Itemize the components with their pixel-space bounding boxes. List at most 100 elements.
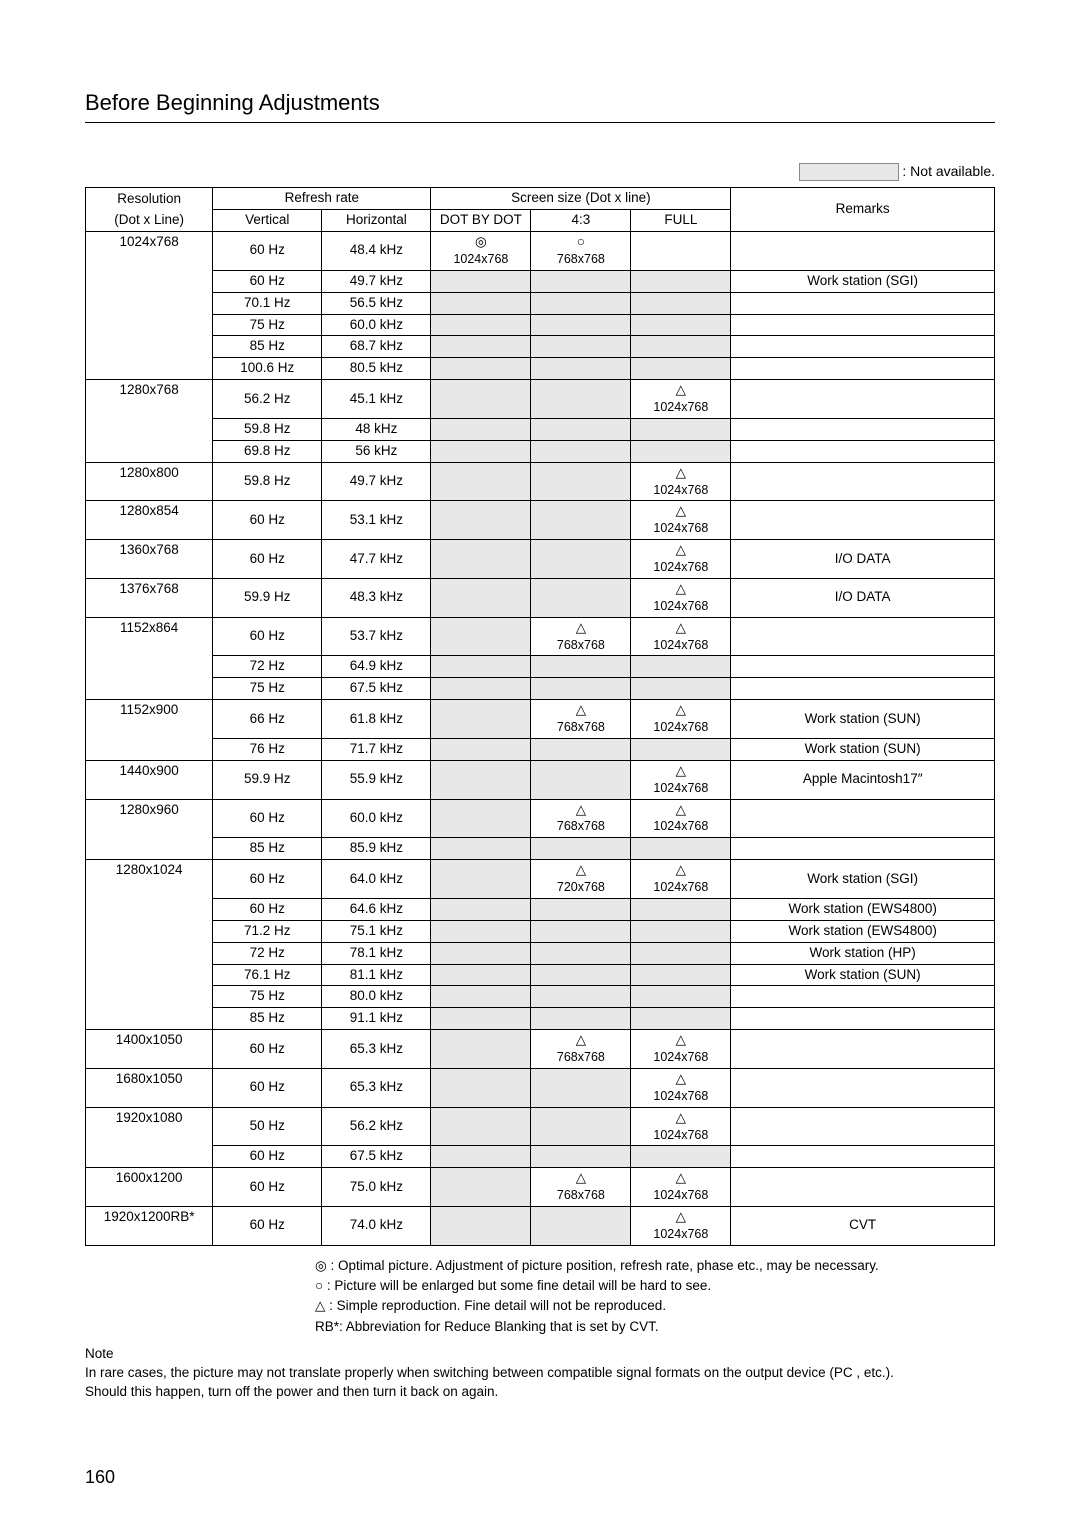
table-row: 70.1 Hz56.5 kHz [86, 292, 995, 314]
cell-resolution: 1376x768 [86, 578, 213, 617]
cell-resolution: 1280x854 [86, 501, 213, 540]
cell-vertical: 69.8 Hz [213, 440, 322, 462]
th-43: 4:3 [531, 210, 631, 232]
table-cell: △1024x768 [631, 1168, 731, 1207]
cell-resolution: 1440x900 [86, 760, 213, 799]
cell-vertical: 60 Hz [213, 1207, 322, 1246]
table-cell [631, 270, 731, 292]
table-cell [631, 418, 731, 440]
table-cell [531, 942, 631, 964]
cell-remarks: CVT [731, 1207, 995, 1246]
table-row: 75 Hz67.5 kHz [86, 678, 995, 700]
table-cell: △768x768 [531, 1168, 631, 1207]
table-cell [531, 501, 631, 540]
table-cell [431, 700, 531, 739]
cell-vertical: 59.9 Hz [213, 760, 322, 799]
table-cell [431, 920, 531, 942]
table-cell [531, 920, 631, 942]
table-cell [431, 898, 531, 920]
th-resolution-l2: (Dot x Line) [86, 210, 213, 232]
table-row: 85 Hz68.7 kHz [86, 336, 995, 358]
cell-horizontal: 65.3 kHz [322, 1068, 431, 1107]
cell-resolution: 1152x864 [86, 617, 213, 700]
cell-horizontal: 48.4 kHz [322, 232, 431, 271]
table-cell [631, 232, 731, 271]
table-cell [531, 1207, 631, 1246]
cell-resolution: 1400x1050 [86, 1030, 213, 1069]
table-cell [531, 380, 631, 419]
cell-remarks: I/O DATA [731, 540, 995, 579]
cell-vertical: 75 Hz [213, 314, 322, 336]
table-cell [531, 440, 631, 462]
table-row: 60 Hz64.6 kHzWork station (EWS4800) [86, 898, 995, 920]
cell-resolution: 1280x800 [86, 462, 213, 501]
cell-remarks [731, 1146, 995, 1168]
table-row: 1440x90059.9 Hz55.9 kHz△1024x768Apple Ma… [86, 760, 995, 799]
table-cell [431, 578, 531, 617]
table-cell: △1024x768 [631, 1107, 731, 1146]
table-row: 76 Hz71.7 kHzWork station (SUN) [86, 738, 995, 760]
table-cell [431, 860, 531, 899]
cell-remarks [731, 986, 995, 1008]
cell-vertical: 59.8 Hz [213, 462, 322, 501]
cell-vertical: 76 Hz [213, 738, 322, 760]
table-row: 1376x76859.9 Hz48.3 kHz△1024x768I/O DATA [86, 578, 995, 617]
table-cell [631, 1146, 731, 1168]
cell-remarks: Work station (SUN) [731, 700, 995, 739]
table-cell: △1024x768 [631, 760, 731, 799]
cell-horizontal: 49.7 kHz [322, 462, 431, 501]
table-cell [631, 964, 731, 986]
cell-horizontal: 80.0 kHz [322, 986, 431, 1008]
table-row: 69.8 Hz56 kHz [86, 440, 995, 462]
cell-resolution: 1920x1080 [86, 1107, 213, 1168]
cell-vertical: 85 Hz [213, 336, 322, 358]
table-cell [631, 678, 731, 700]
cell-resolution: 1280x1024 [86, 860, 213, 1030]
th-vertical: Vertical [213, 210, 322, 232]
cell-horizontal: 48 kHz [322, 418, 431, 440]
table-cell: △1024x768 [631, 380, 731, 419]
table-cell [631, 440, 731, 462]
cell-vertical: 60 Hz [213, 799, 322, 838]
cell-resolution: 1024x768 [86, 232, 213, 380]
table-cell: △768x768 [531, 799, 631, 838]
table-cell [631, 942, 731, 964]
note-header: Note [85, 1345, 995, 1364]
table-row: 72 Hz78.1 kHzWork station (HP) [86, 942, 995, 964]
cell-horizontal: 64.9 kHz [322, 656, 431, 678]
cell-vertical: 60 Hz [213, 1068, 322, 1107]
table-row: 1400x105060 Hz65.3 kHz△768x768△1024x768 [86, 1030, 995, 1069]
table-cell [531, 418, 631, 440]
cell-vertical: 60 Hz [213, 860, 322, 899]
table-cell [531, 656, 631, 678]
legend-text: : Not available. [902, 163, 995, 179]
cell-vertical: 72 Hz [213, 656, 322, 678]
table-row: 1152x86460 Hz53.7 kHz△768x768△1024x768 [86, 617, 995, 656]
table-cell: △1024x768 [631, 1068, 731, 1107]
table-row: 1280x85460 Hz53.1 kHz△1024x768 [86, 501, 995, 540]
note-line-1: In rare cases, the picture may not trans… [85, 1364, 995, 1383]
table-cell [431, 501, 531, 540]
table-cell [431, 270, 531, 292]
legend-swatch [799, 163, 899, 181]
note-optimal: ◎ : Optimal picture. Adjustment of pictu… [315, 1256, 995, 1276]
cell-vertical: 60 Hz [213, 232, 322, 271]
table-cell [531, 1146, 631, 1168]
cell-horizontal: 80.5 kHz [322, 358, 431, 380]
table-cell: △1024x768 [631, 860, 731, 899]
cell-horizontal: 49.7 kHz [322, 270, 431, 292]
cell-remarks [731, 1008, 995, 1030]
table-cell: △1024x768 [631, 1207, 731, 1246]
table-cell [631, 920, 731, 942]
note-rb: RB*: Abbreviation for Reduce Blanking th… [315, 1317, 995, 1337]
cell-horizontal: 60.0 kHz [322, 799, 431, 838]
cell-horizontal: 45.1 kHz [322, 380, 431, 419]
table-cell [431, 964, 531, 986]
table-cell: △720x768 [531, 860, 631, 899]
cell-remarks [731, 656, 995, 678]
cell-remarks: Work station (SGI) [731, 860, 995, 899]
table-cell [531, 1107, 631, 1146]
cell-resolution: 1280x960 [86, 799, 213, 860]
table-cell [431, 986, 531, 1008]
cell-vertical: 59.9 Hz [213, 578, 322, 617]
